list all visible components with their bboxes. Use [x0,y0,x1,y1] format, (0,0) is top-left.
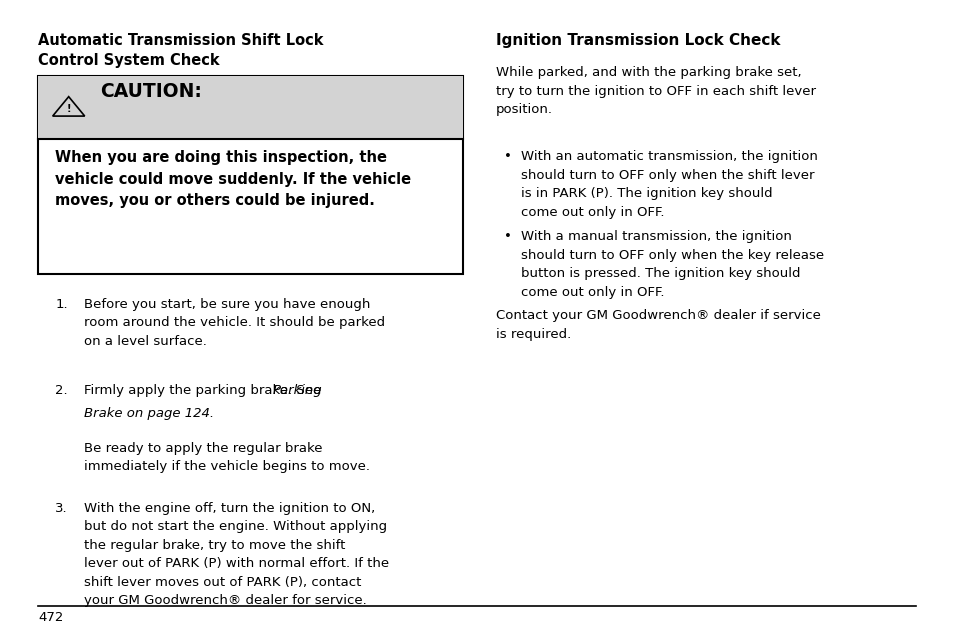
Text: 3.: 3. [55,502,68,515]
Text: 2.: 2. [55,384,68,397]
Text: While parked, and with the parking brake set,
try to turn the ignition to OFF in: While parked, and with the parking brake… [496,66,815,116]
Text: With the engine off, turn the ignition to ON,
but do not start the engine. Witho: With the engine off, turn the ignition t… [84,502,389,607]
Text: Firmly apply the parking brake. See: Firmly apply the parking brake. See [84,384,325,397]
Text: Control System Check: Control System Check [38,53,219,68]
Text: •: • [503,150,511,163]
Text: Before you start, be sure you have enough
room around the vehicle. It should be : Before you start, be sure you have enoug… [84,298,385,348]
Text: Ignition Transmission Lock Check: Ignition Transmission Lock Check [496,33,780,48]
Text: When you are doing this inspection, the
vehicle could move suddenly. If the vehi: When you are doing this inspection, the … [55,150,411,209]
Text: Parking: Parking [273,384,322,397]
Text: !: ! [67,104,71,114]
Text: 472: 472 [38,611,64,624]
Text: Be ready to apply the regular brake
immediately if the vehicle begins to move.: Be ready to apply the regular brake imme… [84,441,370,473]
Text: With an automatic transmission, the ignition
should turn to OFF only when the sh: With an automatic transmission, the igni… [520,150,817,219]
Text: Automatic Transmission Shift Lock: Automatic Transmission Shift Lock [38,33,323,48]
Text: Brake on page 124.: Brake on page 124. [84,407,213,420]
Text: Contact your GM Goodwrench® dealer if service
is required.: Contact your GM Goodwrench® dealer if se… [496,309,821,341]
Text: CAUTION:: CAUTION: [100,82,202,101]
Bar [38,76,462,275]
Text: With a manual transmission, the ignition
should turn to OFF only when the key re: With a manual transmission, the ignition… [520,230,823,299]
Bar [38,76,462,139]
Text: 1.: 1. [55,298,68,311]
Text: •: • [503,230,511,244]
Polygon shape [52,97,85,116]
